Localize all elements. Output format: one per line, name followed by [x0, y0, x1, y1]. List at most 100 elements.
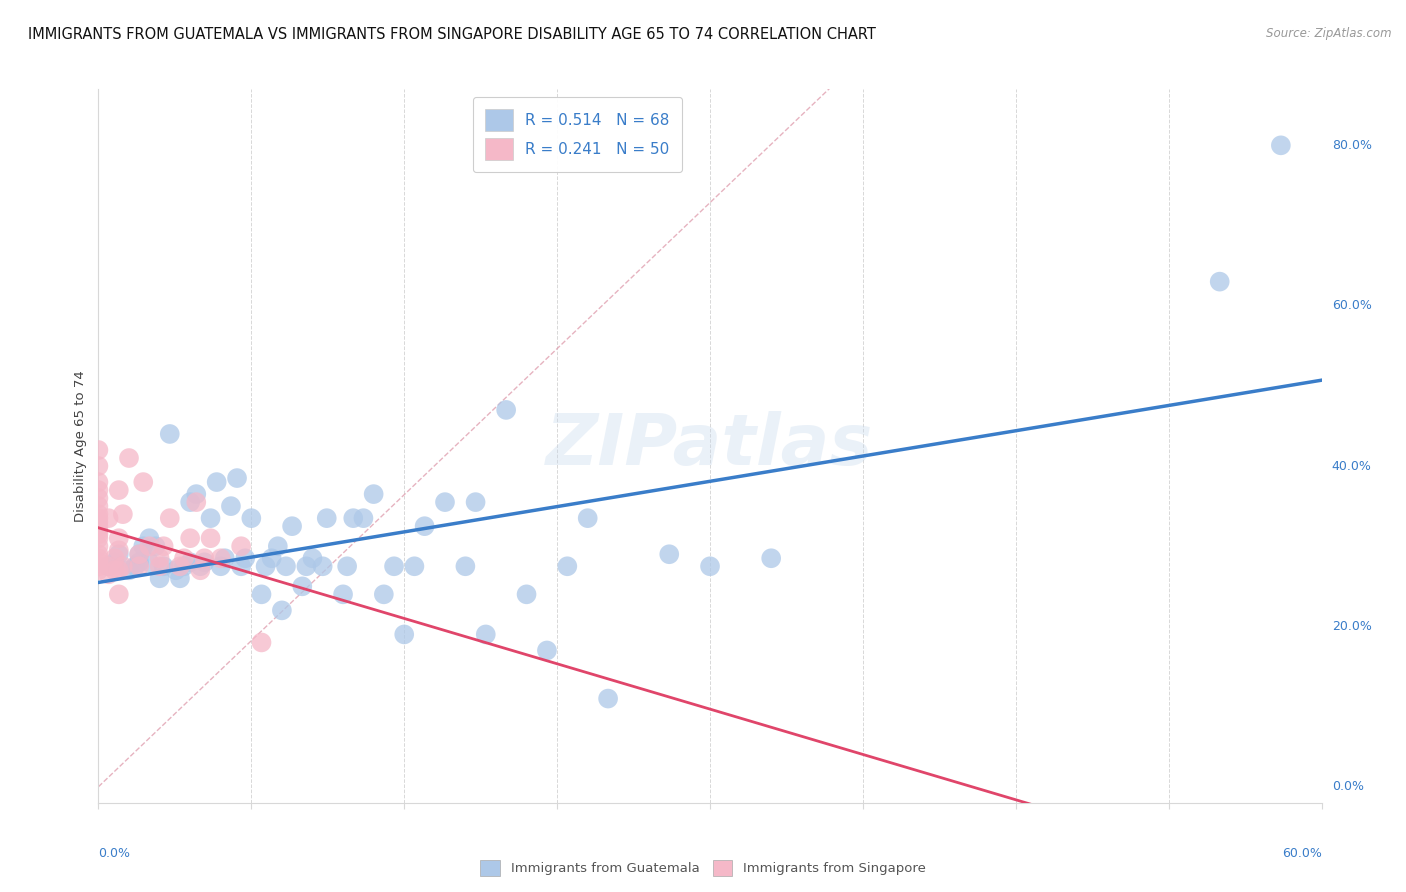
Point	[87, 499, 110, 513]
Point	[312, 559, 335, 574]
Text: 60.0%: 60.0%	[1331, 299, 1372, 312]
Point	[87, 563, 110, 577]
Point	[193, 555, 215, 569]
Point	[87, 555, 110, 569]
Point	[231, 539, 253, 553]
Point	[145, 539, 167, 553]
Point	[87, 551, 110, 566]
Point	[87, 507, 110, 521]
Point	[226, 471, 249, 485]
Point	[173, 559, 195, 574]
Point	[464, 495, 486, 509]
Point	[250, 635, 273, 649]
Point	[108, 587, 131, 601]
Point	[87, 523, 110, 537]
Point	[200, 511, 222, 525]
Point	[281, 519, 304, 533]
Text: 40.0%: 40.0%	[1331, 459, 1372, 473]
Point	[363, 487, 385, 501]
Point	[342, 511, 364, 525]
Point	[179, 531, 201, 545]
Point	[434, 495, 457, 509]
Point	[576, 511, 599, 525]
Point	[295, 559, 318, 574]
Point	[97, 511, 120, 525]
Point	[233, 551, 256, 566]
Point	[301, 551, 323, 566]
Point	[118, 563, 141, 577]
Point	[111, 507, 134, 521]
Point	[128, 555, 150, 569]
Text: Source: ZipAtlas.com: Source: ZipAtlas.com	[1267, 27, 1392, 40]
Point	[132, 475, 155, 489]
Point	[382, 559, 405, 574]
Text: 60.0%: 60.0%	[1282, 847, 1322, 860]
Point	[250, 587, 273, 601]
Point	[173, 551, 195, 566]
Point	[392, 627, 416, 641]
Point	[555, 559, 579, 574]
Point	[165, 563, 187, 577]
Point	[188, 559, 212, 574]
Point	[179, 555, 201, 569]
Point	[536, 643, 558, 657]
Point	[87, 491, 110, 505]
Text: 0.0%: 0.0%	[98, 847, 131, 860]
Point	[332, 587, 354, 601]
Point	[111, 559, 134, 574]
Text: ZIPatlas: ZIPatlas	[547, 411, 873, 481]
Point	[149, 571, 172, 585]
Point	[1270, 138, 1292, 153]
Point	[699, 559, 721, 574]
Text: IMMIGRANTS FROM GUATEMALA VS IMMIGRANTS FROM SINGAPORE DISABILITY AGE 65 TO 74 C: IMMIGRANTS FROM GUATEMALA VS IMMIGRANTS …	[28, 27, 876, 42]
Point	[87, 527, 110, 541]
Point	[138, 555, 160, 569]
Point	[138, 539, 160, 553]
Point	[108, 531, 131, 545]
Point	[159, 511, 181, 525]
Text: 80.0%: 80.0%	[1331, 139, 1372, 152]
Point	[124, 559, 146, 574]
Point	[209, 559, 232, 574]
Point	[87, 515, 110, 529]
Point	[179, 495, 201, 509]
Point	[240, 511, 263, 525]
Point	[152, 539, 174, 553]
Point	[87, 547, 110, 561]
Point	[267, 539, 290, 553]
Point	[186, 487, 208, 501]
Point	[108, 483, 131, 497]
Point	[108, 563, 131, 577]
Point	[186, 495, 208, 509]
Point	[87, 442, 110, 457]
Legend: Immigrants from Guatemala, Immigrants from Singapore: Immigrants from Guatemala, Immigrants fr…	[475, 855, 931, 881]
Point	[336, 559, 359, 574]
Point	[352, 511, 374, 525]
Point	[87, 559, 110, 574]
Point	[128, 547, 150, 561]
Point	[214, 551, 236, 566]
Point	[138, 531, 160, 545]
Point	[291, 579, 314, 593]
Point	[231, 559, 253, 574]
Point	[193, 551, 215, 566]
Point	[200, 531, 222, 545]
Point	[188, 563, 212, 577]
Point	[97, 559, 120, 574]
Point	[260, 551, 283, 566]
Point	[87, 539, 110, 553]
Point	[149, 559, 172, 574]
Point	[97, 559, 120, 574]
Point	[209, 551, 232, 566]
Point	[128, 547, 150, 561]
Point	[658, 547, 681, 561]
Point	[87, 475, 110, 489]
Point	[87, 458, 110, 473]
Point	[169, 571, 191, 585]
Point	[149, 551, 172, 566]
Y-axis label: Disability Age 65 to 74: Disability Age 65 to 74	[75, 370, 87, 522]
Point	[108, 547, 131, 561]
Point	[152, 559, 174, 574]
Point	[270, 603, 294, 617]
Point	[404, 559, 426, 574]
